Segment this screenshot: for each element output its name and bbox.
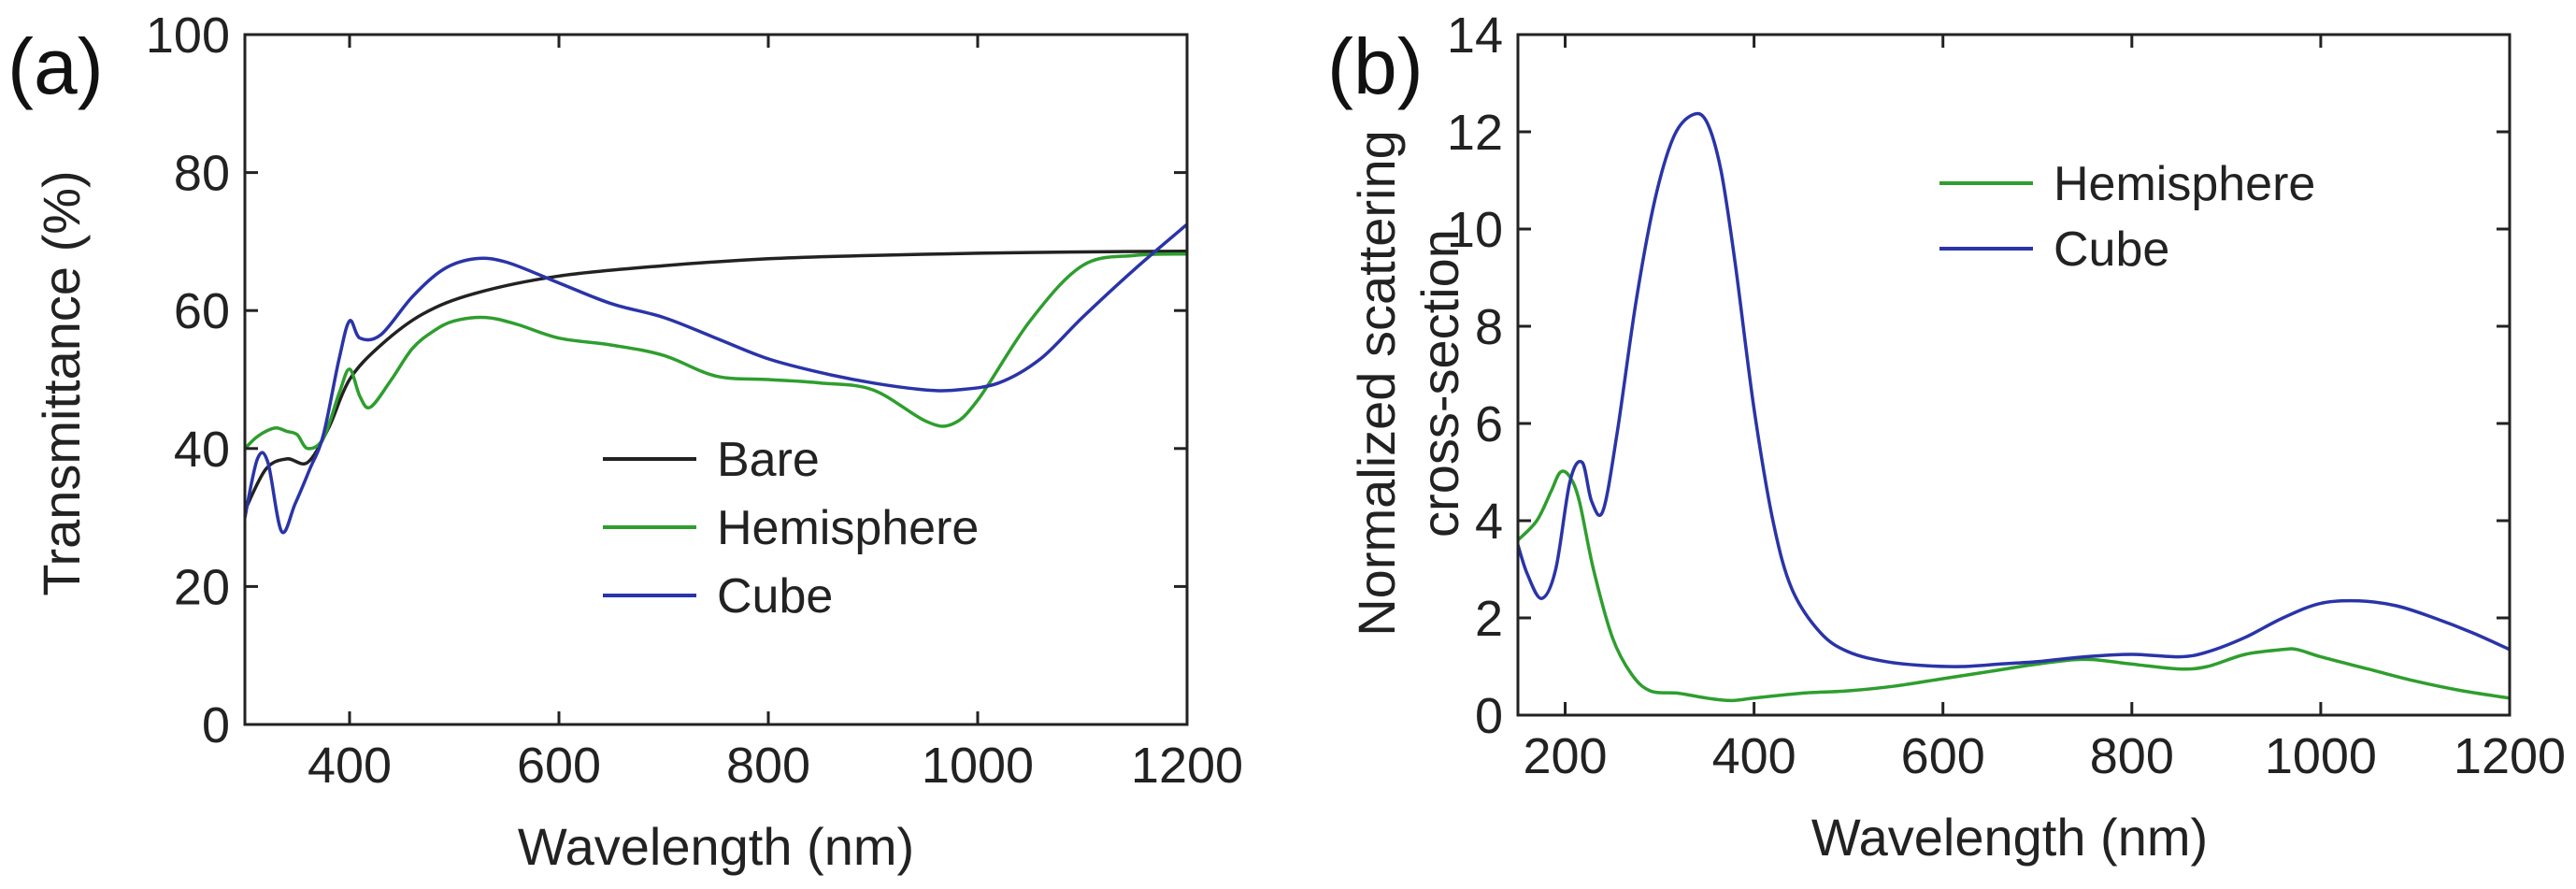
panel-b-legend-label-cube: Cube [2054,222,2169,277]
panel-b-y-tick-label: 8 [1475,299,1503,355]
panel-a-y-tick-label: 40 [174,422,230,478]
panel-a-x-axis-label: Wavelength (nm) [518,817,914,876]
panel-b-y-ticks: 0 2 4 6 8 10 12 14 [1447,7,2510,744]
panel-b-x-ticks: 200 400 600 800 1000 1200 [1523,35,2566,784]
panel-b-x-axis-label: Wavelength (nm) [1811,808,2208,867]
panel-b-y-tick-label: 6 [1475,396,1503,452]
panel-a-x-tick-label: 800 [726,738,810,794]
panel-b-y-axis-label-line2: cross-section [1410,229,1469,538]
panel-a-x-ticks: 400 600 800 1000 1200 [308,35,1243,794]
panel-b-y-tick-label: 0 [1475,688,1503,744]
panel-a-y-axis-label: Transmittance (%) [32,170,91,595]
panel-b: (b) 200 400 600 800 1000 1200 0 2 4 6 8 10 12 14 Wav… [1327,7,2566,867]
panel-a-y-ticks: 0 20 40 60 80 100 [146,7,1187,753]
panel-b-y-tick-label: 4 [1475,494,1503,550]
panel-a-legend-label-bare: Bare [717,433,820,487]
panel-b-series-hemisphere-line [1518,469,2510,703]
panel-b-x-tick-label: 800 [2090,728,2174,784]
panel-a-legend-label-hemisphere: Hemisphere [717,501,979,555]
panel-a-series-bare-line [245,249,1187,512]
panel-a-y-tick-label: 60 [174,283,230,339]
panel-a-y-tick-label: 80 [174,146,230,202]
panel-b-y-tick-label: 12 [1447,105,1503,161]
panel-b-series-cube-line [1518,111,2510,668]
panel-a-y-tick-label: 100 [146,7,230,64]
panel-a-frame [243,33,1189,726]
panel-a-label: (a) [7,22,104,110]
panel-a-x-tick-label: 600 [517,738,601,794]
panel-a-legend-label-cube: Cube [717,569,833,624]
panel-a-plot [245,222,1187,535]
panel-a-series-cube-line [245,222,1187,535]
panel-b-legend-label-hemisphere: Hemisphere [2054,157,2315,211]
panel-b-label: (b) [1327,22,1424,110]
panel-a-x-tick-label: 1000 [922,738,1034,794]
panel-a-x-tick-label: 1200 [1131,738,1243,794]
panel-b-plot [1518,111,2510,703]
panel-a-legend: Bare Hemisphere Cube [603,433,979,624]
panel-a: (a) 400 600 800 1000 1200 0 20 40 60 80 100 Wavel… [7,7,1243,876]
panel-b-y-axis-label-line1: Normalized scattering [1347,130,1406,637]
panel-b-x-tick-label: 1000 [2265,728,2377,784]
panel-b-x-tick-label: 200 [1523,728,1607,784]
panel-b-y-tick-label: 10 [1447,202,1503,258]
panel-b-x-tick-label: 1200 [2454,728,2566,784]
panel-a-series-hemisphere-line [245,251,1187,451]
panel-b-y-tick-label: 2 [1475,591,1503,647]
panel-a-y-tick-label: 0 [202,697,230,753]
panel-b-legend: Hemisphere Cube [1939,157,2315,277]
panel-a-y-tick-label: 20 [174,559,230,615]
panel-b-y-tick-label: 14 [1447,7,1503,64]
panel-b-x-tick-label: 600 [1901,728,1985,784]
panel-b-frame [1516,33,2512,717]
panel-a-x-tick-label: 400 [308,738,392,794]
panel-b-x-tick-label: 400 [1712,728,1796,784]
